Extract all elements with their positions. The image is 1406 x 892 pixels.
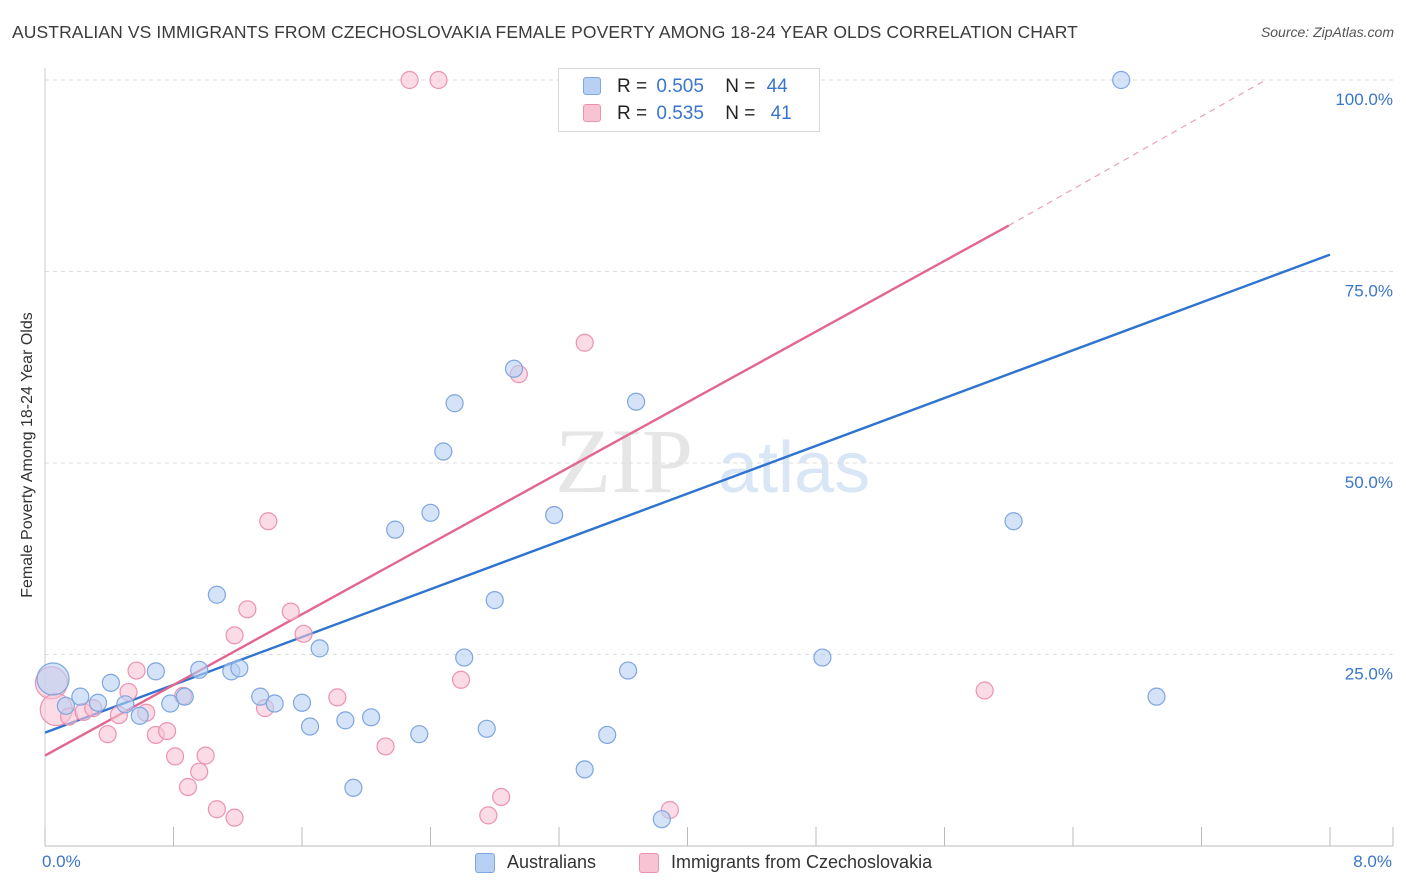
australians-point	[71, 687, 90, 706]
czechoslovakia-point	[429, 70, 448, 90]
watermark: ZIP atlas	[555, 410, 870, 512]
legend-label: Australians	[507, 852, 597, 872]
australians-point	[161, 694, 180, 713]
czechoslovakia-point	[207, 800, 226, 819]
australians-point	[361, 708, 381, 727]
australians-point	[626, 392, 646, 411]
czechoslovakia-point	[178, 777, 198, 797]
czechoslovakia-point	[376, 737, 395, 756]
czechoslovakia-point	[225, 626, 244, 645]
australians-point	[1004, 512, 1023, 531]
legend-r-label: R =	[617, 103, 648, 124]
australians-point	[386, 520, 405, 539]
australians-point	[598, 725, 617, 745]
czechoslovakia-point	[575, 333, 594, 352]
legend-swatch-blue	[475, 853, 495, 873]
y-tick-label: 100.0%	[1335, 90, 1393, 109]
czechoslovakia-point	[98, 725, 117, 744]
australians-point	[190, 660, 209, 679]
czechoslovakia-point	[196, 746, 215, 765]
australians-point	[130, 706, 149, 725]
czechoslovakia-trend-extension	[1008, 79, 1267, 227]
czechoslovakia-point	[328, 688, 347, 707]
australians-trend-line	[44, 253, 1331, 734]
australians-point	[504, 359, 524, 378]
czechoslovakia-point	[294, 624, 313, 643]
grid-lines	[45, 79, 1393, 655]
australians-point	[56, 696, 75, 715]
czechoslovakia-point	[166, 747, 185, 766]
czechoslovakia-point	[492, 787, 511, 807]
czechoslovakia-point	[238, 600, 257, 619]
legend-swatch-pink	[639, 853, 659, 873]
czechoslovakia-point	[225, 808, 244, 827]
legend-r-label: R =	[617, 76, 648, 97]
australians-point	[175, 687, 194, 706]
australians-point	[116, 695, 135, 714]
chart-title: AUSTRALIAN VS IMMIGRANTS FROM CZECHOSLOV…	[12, 22, 1078, 42]
legend-n-label: N =	[725, 103, 756, 124]
australians-point	[485, 591, 504, 610]
y-tick-label: 25.0%	[1345, 665, 1393, 684]
legend-n-value: 44	[766, 76, 788, 97]
source-credit: Source: ZipAtlas.com	[1260, 24, 1394, 40]
australians-point	[455, 648, 474, 667]
legend-swatch-pink	[583, 104, 601, 122]
australians-point	[207, 585, 226, 604]
czechoslovakia-point	[400, 70, 419, 90]
australians-point	[652, 810, 671, 829]
legend-n-label: N =	[725, 76, 756, 97]
australians-point	[813, 648, 832, 667]
australians-point	[88, 693, 108, 712]
australians-point	[310, 639, 329, 658]
legend-label: Immigrants from Czechoslovakia	[671, 852, 933, 872]
australians-point	[230, 659, 249, 678]
x-tick-label-min: 0.0%	[42, 852, 81, 871]
australians-point	[618, 661, 638, 680]
australians-point	[344, 778, 363, 797]
czechoslovakia-point	[479, 806, 498, 825]
x-tick-label-max: 8.0%	[1353, 852, 1392, 871]
legend-swatch-blue	[583, 77, 601, 95]
czechoslovakia-point	[259, 512, 278, 531]
australians-point	[146, 662, 165, 681]
australians-point	[101, 673, 120, 692]
axes	[44, 68, 1394, 847]
legend-r-value: 0.505	[656, 76, 704, 97]
czechoslovakia-point	[281, 602, 300, 621]
australians-point	[575, 760, 594, 779]
australians-point	[251, 687, 270, 706]
australians-point	[300, 717, 320, 736]
australians-point	[410, 725, 429, 744]
correlation-legend: R = 0.505 N = 44 R = 0.535 N = 41	[558, 68, 820, 132]
y-tick-labels: 25.0% 50.0% 75.0% 100.0%	[1335, 90, 1393, 684]
australians-point	[36, 662, 70, 696]
y-tick-label: 75.0%	[1345, 282, 1393, 301]
australians-point	[292, 693, 312, 712]
legend-n-value: 41	[770, 103, 792, 124]
australians-point	[434, 442, 453, 461]
czechoslovakia-point	[157, 721, 177, 741]
czechoslovakia-point	[975, 681, 994, 700]
australians-point	[336, 711, 355, 730]
australians-point	[445, 394, 464, 413]
watermark-atlas: atlas	[718, 428, 870, 508]
australians-point	[477, 719, 496, 738]
legend-r-value: 0.535	[656, 103, 704, 124]
australians-point	[545, 505, 564, 525]
australians-point	[265, 694, 284, 713]
czechoslovakia-point	[451, 670, 471, 689]
czechoslovakia-point	[190, 762, 209, 781]
australians-point	[1112, 70, 1131, 90]
australians-point	[421, 503, 440, 522]
czechoslovakia-point	[127, 661, 146, 680]
watermark-zip: ZIP	[555, 410, 693, 512]
australians-point	[1147, 687, 1166, 706]
y-tick-label: 50.0%	[1345, 473, 1393, 492]
